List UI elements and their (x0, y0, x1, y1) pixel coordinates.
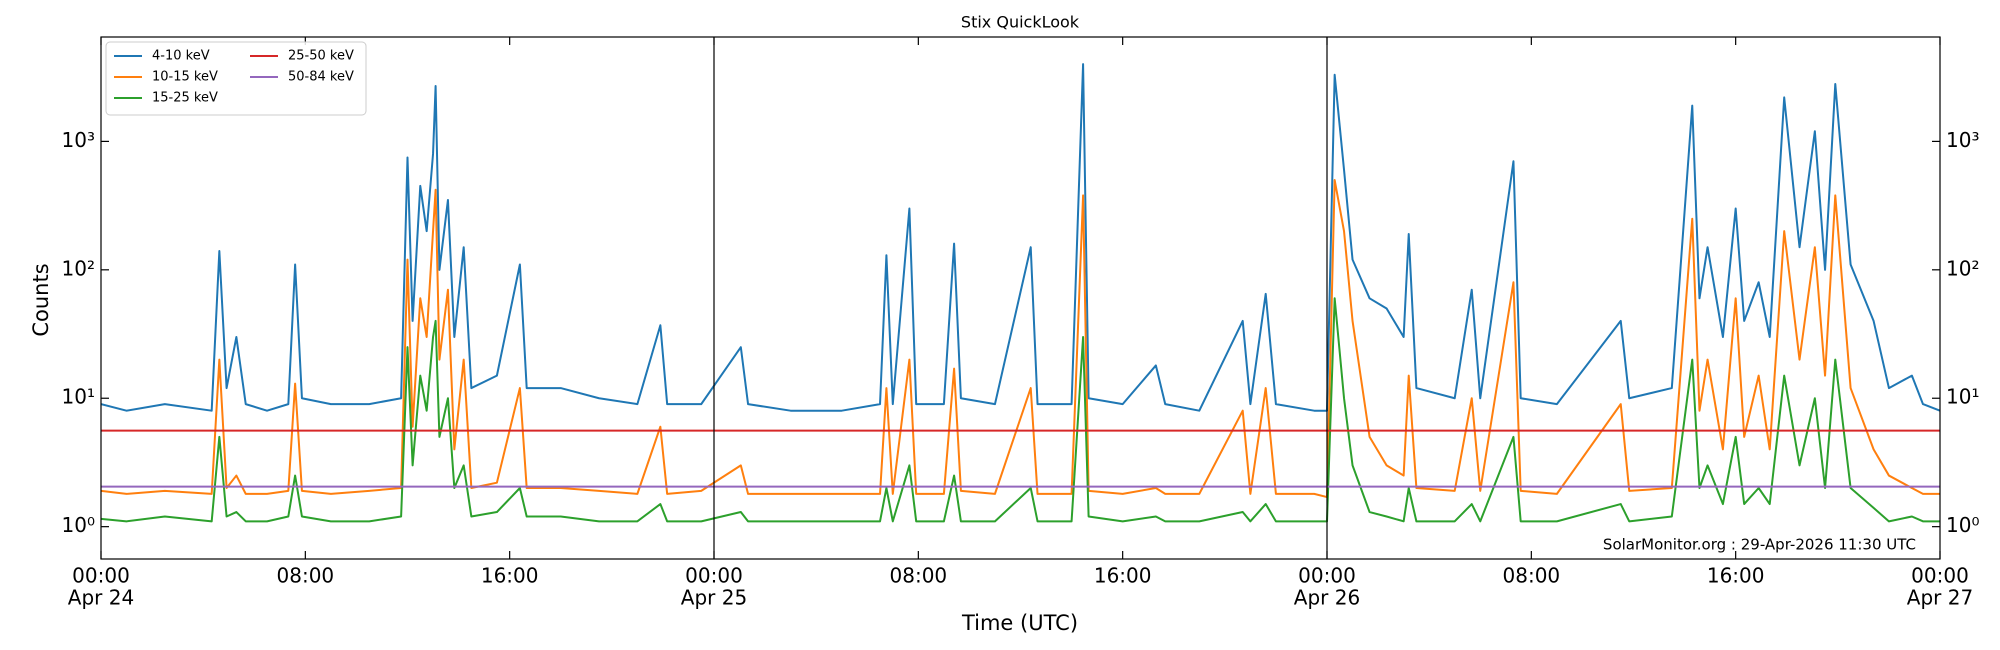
legend-label: 15-25 keV (152, 91, 218, 106)
legend-label: 50-84 keV (288, 70, 354, 85)
x-tick-label: 16:00 (1707, 564, 1765, 588)
series-line (101, 179, 1940, 499)
y-tick-label: 10⁰ (62, 513, 95, 537)
chart-title: Stix QuickLook (961, 13, 1080, 32)
x-tick-label: 08:00 (1503, 564, 1561, 588)
series-group (101, 63, 1940, 523)
legend-box (105, 41, 367, 116)
y-tick-label-right: 10³ (1946, 128, 1979, 152)
plot-frame (100, 36, 1941, 560)
y-tick-label-right: 10⁰ (1946, 513, 1979, 537)
x-tick-label: 16:00 (1094, 564, 1152, 588)
y-tick-label: 10³ (62, 128, 95, 152)
y-tick-label-right: 10¹ (1946, 385, 1979, 409)
y-tick-label-right: 10² (1946, 256, 1979, 280)
x-tick-label: 16:00 (481, 564, 539, 588)
x-tick-label: 00:00 (72, 564, 130, 588)
x-tick-label: 00:00 (1298, 564, 1356, 588)
x-tick-label: 08:00 (277, 564, 335, 588)
x-tick-date: Apr 26 (1294, 586, 1360, 610)
x-tick-date: Apr 27 (1907, 586, 1973, 610)
series-line (101, 297, 1940, 523)
annotation: SolarMonitor.org : 29-Apr-2026 11:30 UTC (1603, 536, 1916, 554)
legend-label: 10-15 keV (152, 70, 218, 85)
x-tick-date: Apr 25 (681, 586, 747, 610)
series-line (101, 63, 1940, 412)
y-tick-label: 10¹ (62, 385, 95, 409)
x-tick-label: 00:00 (1911, 564, 1969, 588)
legend-label: 25-50 keV (288, 49, 354, 64)
x-tick-label: 00:00 (685, 564, 743, 588)
x-tick-date: Apr 24 (68, 586, 134, 610)
y-tick-label: 10² (62, 256, 95, 280)
x-tick-label: 08:00 (890, 564, 948, 588)
x-axis-label: Time (UTC) (961, 611, 1078, 635)
y-axis-label: Counts (29, 263, 53, 336)
legend-label: 4-10 keV (152, 49, 210, 64)
